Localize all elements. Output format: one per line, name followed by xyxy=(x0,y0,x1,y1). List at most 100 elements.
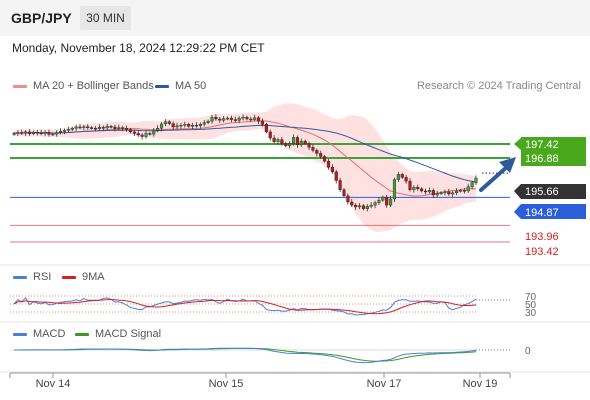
forecast-arrow-shaft xyxy=(479,164,510,192)
macd-zero-label: 0 xyxy=(525,346,531,357)
candle-body xyxy=(276,139,280,142)
candle-body xyxy=(423,190,428,193)
candle-body xyxy=(474,177,478,183)
candle-body xyxy=(163,121,167,125)
candle-body xyxy=(82,126,86,128)
ma9-swatch xyxy=(62,275,76,279)
candle-body xyxy=(385,196,389,206)
ma50-line xyxy=(13,124,477,183)
legend-9ma: 9MA xyxy=(62,271,105,283)
timeframe-button[interactable]: 30 MIN xyxy=(80,6,131,30)
level-label-195-66: 195.66 xyxy=(525,186,559,198)
support-tag-box xyxy=(521,204,586,219)
x-axis-label: Nov 14 xyxy=(36,378,71,390)
candle-body xyxy=(354,204,358,208)
candle-body xyxy=(447,191,451,195)
candle-body xyxy=(198,124,202,126)
candle-body xyxy=(272,137,276,142)
candle-body xyxy=(416,187,420,190)
candle-body xyxy=(373,202,377,206)
ma20-swatch xyxy=(13,84,27,88)
legend-ma50-label: MA 50 xyxy=(175,80,207,92)
rsi-level-label: 30 xyxy=(525,308,537,319)
legend-ma20-label: MA 20 + Bollinger Bands xyxy=(33,80,154,92)
candle-body xyxy=(175,125,179,128)
candle-body xyxy=(101,127,105,129)
candle-body xyxy=(70,128,74,130)
candle-body xyxy=(159,123,164,129)
candle-body xyxy=(27,131,32,134)
support-tag-pointer xyxy=(514,204,521,219)
candle-body xyxy=(427,190,431,193)
candle-body xyxy=(51,133,55,136)
candle-body xyxy=(346,195,350,203)
candle-body xyxy=(365,206,369,209)
candle-body xyxy=(412,187,416,190)
candle-body xyxy=(288,143,292,146)
timestamp: Monday, November 18, 2024 12:29:22 PM CE… xyxy=(12,41,265,55)
candle-body xyxy=(299,140,303,146)
candle-body xyxy=(128,129,133,133)
legend-macd-label: MACD xyxy=(33,328,66,340)
candle-body xyxy=(35,132,39,134)
candle-body xyxy=(435,193,439,196)
candle-body xyxy=(233,119,237,121)
candle-body xyxy=(167,121,171,124)
candle-body xyxy=(342,189,346,197)
legend-rsi-label: RSI xyxy=(33,271,52,283)
level-label-193-42: 193.42 xyxy=(525,246,559,258)
candle-body xyxy=(218,118,222,121)
candle-body xyxy=(291,137,296,144)
candle-body xyxy=(315,150,319,154)
candle-body xyxy=(268,131,272,139)
candle-body xyxy=(396,174,400,180)
candle-body xyxy=(404,177,408,182)
candle-body xyxy=(206,120,210,123)
candle-body xyxy=(156,128,160,131)
level-label-196-88: 196.88 xyxy=(525,153,559,165)
currency-pair: GBP/JPY xyxy=(11,10,72,26)
candle-body xyxy=(24,131,28,134)
candle-body xyxy=(462,190,466,192)
candle-body xyxy=(109,126,113,128)
candle-body xyxy=(74,126,78,129)
candle-body xyxy=(326,160,331,168)
current-price-tag-pointer xyxy=(514,184,521,199)
candle-body xyxy=(443,191,447,194)
rsi-level-label: 70 xyxy=(525,292,537,303)
candle-body xyxy=(264,124,268,133)
forecast-arrow-head xyxy=(499,157,516,173)
candle-body xyxy=(466,186,470,192)
candle-body xyxy=(338,180,342,190)
candle-body xyxy=(31,132,35,134)
candle-body xyxy=(357,205,362,208)
candle-body xyxy=(117,127,121,130)
candle-body xyxy=(330,167,334,173)
candle-body xyxy=(183,124,187,126)
candle-body xyxy=(93,128,98,130)
x-axis-label: Nov 15 xyxy=(209,378,244,390)
level-label-197-42: 197.42 xyxy=(525,139,559,151)
candle-body xyxy=(187,124,191,127)
candle-body xyxy=(171,123,175,128)
candle-body xyxy=(280,139,284,144)
candle-body xyxy=(20,132,24,134)
candle-body xyxy=(455,190,459,193)
candle-body xyxy=(132,131,136,134)
candle-body xyxy=(47,132,51,135)
header-bar: GBP/JPY 30 MIN xyxy=(0,0,590,36)
credit-text: Research © 2024 Trading Central xyxy=(416,80,581,92)
macd-signal-line xyxy=(14,347,477,362)
candle-body xyxy=(303,140,307,144)
candle-body xyxy=(222,118,226,121)
price-tags: 197.42 196.88 195.66 194.87 xyxy=(514,137,586,219)
candle-body xyxy=(179,124,183,127)
candle-body xyxy=(241,116,245,119)
x-axis-label: Nov 19 xyxy=(463,378,498,390)
candle-body xyxy=(253,117,257,120)
bollinger-band xyxy=(14,103,476,233)
candle-body xyxy=(323,156,327,162)
candle-body xyxy=(90,127,94,129)
candle-body xyxy=(389,198,393,206)
